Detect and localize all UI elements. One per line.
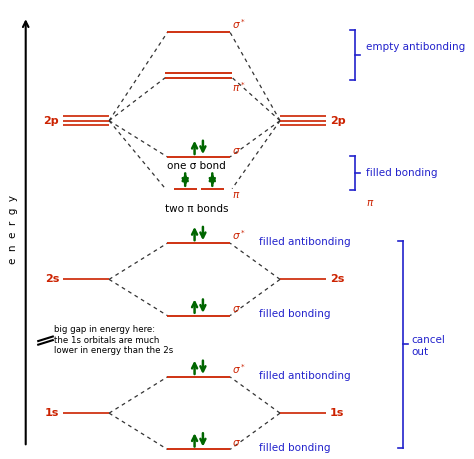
Text: filled antibonding: filled antibonding	[259, 370, 351, 381]
Text: $\pi$: $\pi$	[232, 190, 240, 200]
Text: filled bonding: filled bonding	[259, 443, 331, 453]
Text: empty antibonding: empty antibonding	[365, 42, 465, 52]
Text: $\pi$: $\pi$	[365, 198, 374, 208]
Text: $\sigma$: $\sigma$	[232, 146, 241, 156]
Text: $\sigma^*$: $\sigma^*$	[232, 362, 246, 375]
Text: 2s: 2s	[45, 274, 59, 285]
Text: $\sigma$: $\sigma$	[232, 438, 241, 448]
Text: filled bonding: filled bonding	[365, 168, 437, 178]
Text: 1s: 1s	[330, 408, 345, 418]
Text: $\pi^*$: $\pi^*$	[232, 80, 246, 94]
Text: 2p: 2p	[330, 116, 346, 126]
Text: 2s: 2s	[330, 274, 345, 285]
Text: $\sigma$: $\sigma$	[232, 304, 241, 314]
Text: two π bonds: two π bonds	[165, 204, 228, 213]
Text: e  n  e  r  g  y: e n e r g y	[8, 195, 18, 264]
Text: $\sigma^*$: $\sigma^*$	[232, 17, 246, 31]
Text: $\sigma^*$: $\sigma^*$	[232, 228, 246, 242]
Text: 2p: 2p	[44, 116, 59, 126]
Text: cancel
out: cancel out	[411, 336, 445, 357]
Text: filled antibonding: filled antibonding	[259, 237, 351, 247]
Text: 1s: 1s	[45, 408, 59, 418]
Text: big gap in energy here:
the 1s orbitals are much
lower in energy than the 2s: big gap in energy here: the 1s orbitals …	[54, 325, 173, 355]
Text: one σ bond: one σ bond	[167, 161, 226, 171]
Text: filled bonding: filled bonding	[259, 309, 331, 319]
